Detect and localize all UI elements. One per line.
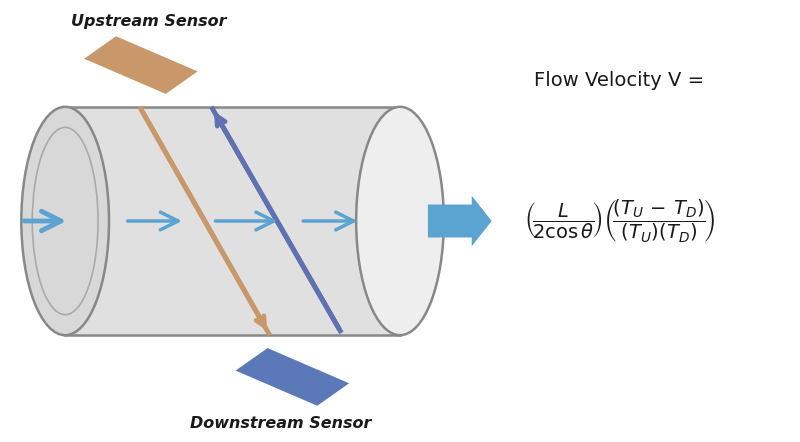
Ellipse shape	[356, 107, 444, 335]
Polygon shape	[235, 348, 349, 406]
Text: Flow Velocity V =: Flow Velocity V =	[534, 71, 704, 90]
Text: Upstream Sensor: Upstream Sensor	[71, 14, 226, 29]
FancyArrow shape	[428, 196, 492, 246]
Bar	[65, 107, 400, 335]
Polygon shape	[84, 36, 198, 94]
Text: $\left(\!\dfrac{L}{2\cos\theta}\!\right)\left(\!\dfrac{(T_U\,-\,T_D)}{(T_U)(T_D): $\left(\!\dfrac{L}{2\cos\theta}\!\right)…	[524, 198, 714, 244]
Ellipse shape	[22, 107, 109, 335]
Text: Downstream Sensor: Downstream Sensor	[190, 415, 371, 431]
